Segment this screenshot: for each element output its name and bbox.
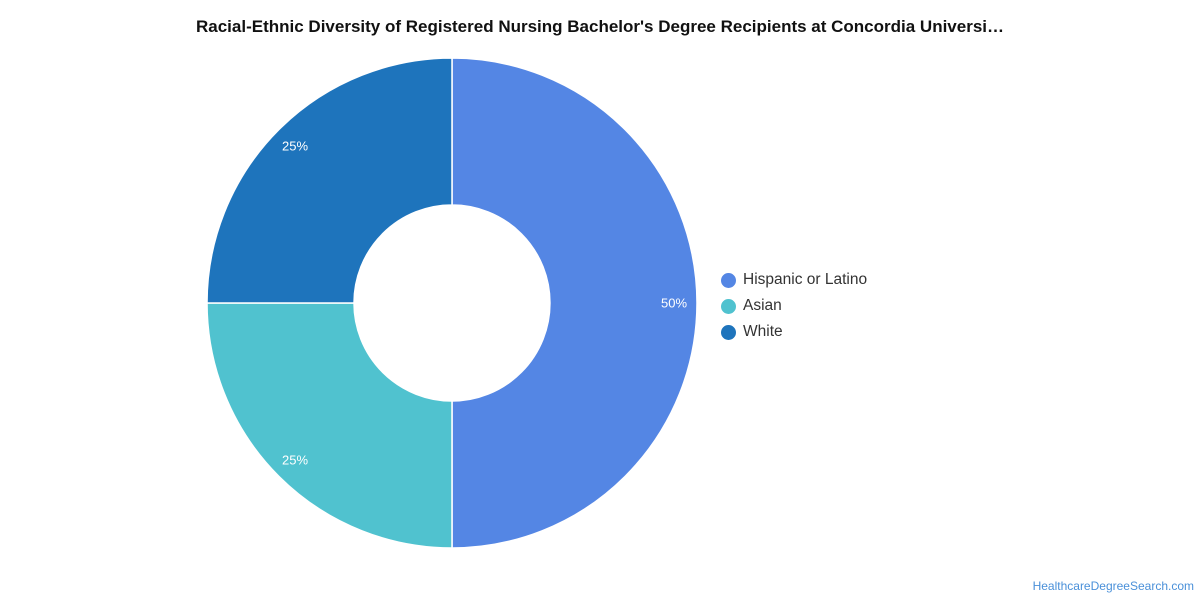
legend-item-white[interactable]: White: [721, 319, 867, 345]
slice-label-white: 25%: [282, 139, 308, 154]
slice-hispanic-or-latino[interactable]: [451, 57, 698, 549]
chart-title: Racial-Ethnic Diversity of Registered Nu…: [196, 17, 1004, 36]
legend-label: Asian: [743, 297, 782, 314]
legend-item-hispanic-or-latino[interactable]: Hispanic or Latino: [721, 267, 867, 293]
donut-slices: [206, 57, 698, 549]
slice-asian[interactable]: [206, 302, 453, 549]
source-link[interactable]: HealthcareDegreeSearch.com: [1032, 579, 1194, 593]
legend-swatch: [721, 272, 736, 288]
slice-labels: 50% 25% 25%: [282, 139, 687, 468]
legend-label: Hispanic or Latino: [743, 271, 868, 288]
slice-label-asian: 25%: [282, 452, 308, 467]
legend-item-asian[interactable]: Asian: [721, 293, 867, 319]
legend-swatch: [721, 324, 736, 340]
slice-label-hispanic-or-latino: 50%: [661, 296, 687, 311]
legend-swatch: [721, 298, 736, 314]
legend-label: White: [743, 323, 783, 340]
chart-legend: Hispanic or Latino Asian White: [721, 267, 867, 345]
slice-white[interactable]: [206, 57, 453, 304]
